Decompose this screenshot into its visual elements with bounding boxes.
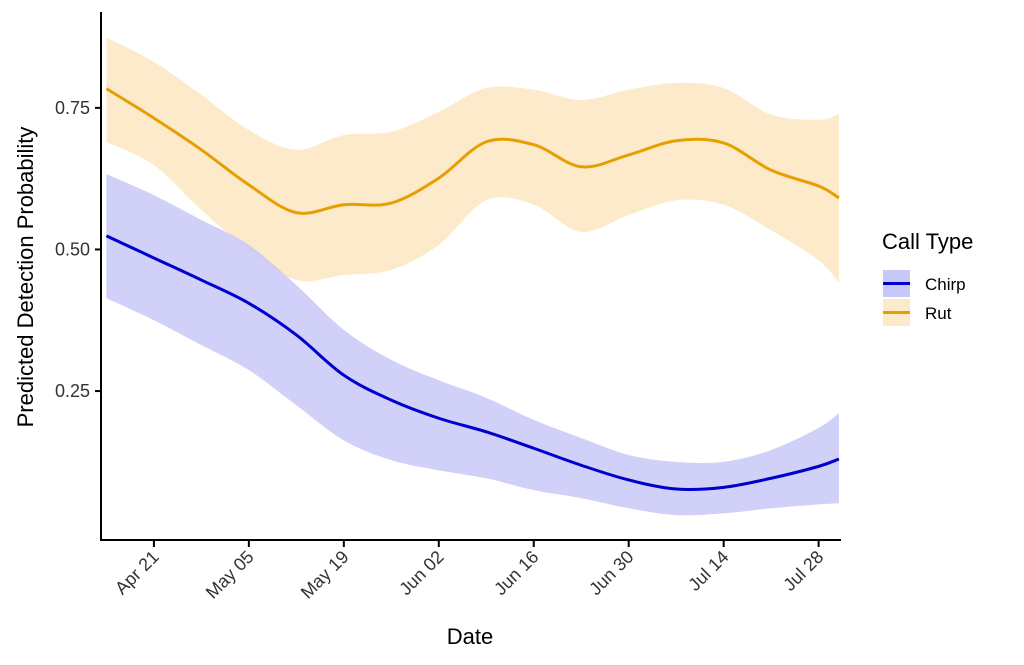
y-tick-label: 0.75 [55, 98, 90, 118]
x-tick-label: Jun 30 [585, 547, 637, 599]
x-axis-ticks: Apr 21 May 05 May 19 Jun 02 Jun 16 Jun 30 Jul … [111, 540, 827, 603]
series-lines [105, 87, 840, 492]
chirp-line [105, 234, 840, 492]
x-axis-title: Date [447, 624, 493, 649]
legend-label: Rut [925, 304, 952, 323]
y-tick-label: 0.25 [55, 381, 90, 401]
legend-item-rut: Rut [883, 299, 952, 326]
y-axis-ticks: 0.25 0.50 0.75 [55, 98, 101, 401]
x-tick-label: Apr 21 [111, 547, 163, 599]
x-tick-label: May 05 [202, 547, 258, 603]
legend-title: Call Type [882, 229, 973, 254]
legend-label: Chirp [925, 275, 966, 294]
rut-confidence-band [106, 37, 839, 283]
confidence-bands [106, 37, 839, 516]
legend: Call Type Chirp Rut [882, 229, 973, 326]
x-tick-label: Jul 28 [779, 547, 827, 595]
y-tick-label: 0.50 [55, 239, 90, 259]
x-tick-label: Jun 02 [395, 547, 447, 599]
y-axis-title: Predicted Detection Probability [13, 127, 38, 428]
x-tick-label: Jun 16 [490, 547, 542, 599]
x-tick-label: Jul 14 [684, 547, 732, 595]
x-tick-label: May 19 [297, 547, 353, 603]
chirp-confidence-band [106, 174, 839, 516]
legend-item-chirp: Chirp [883, 270, 966, 297]
rut-line [105, 87, 840, 215]
